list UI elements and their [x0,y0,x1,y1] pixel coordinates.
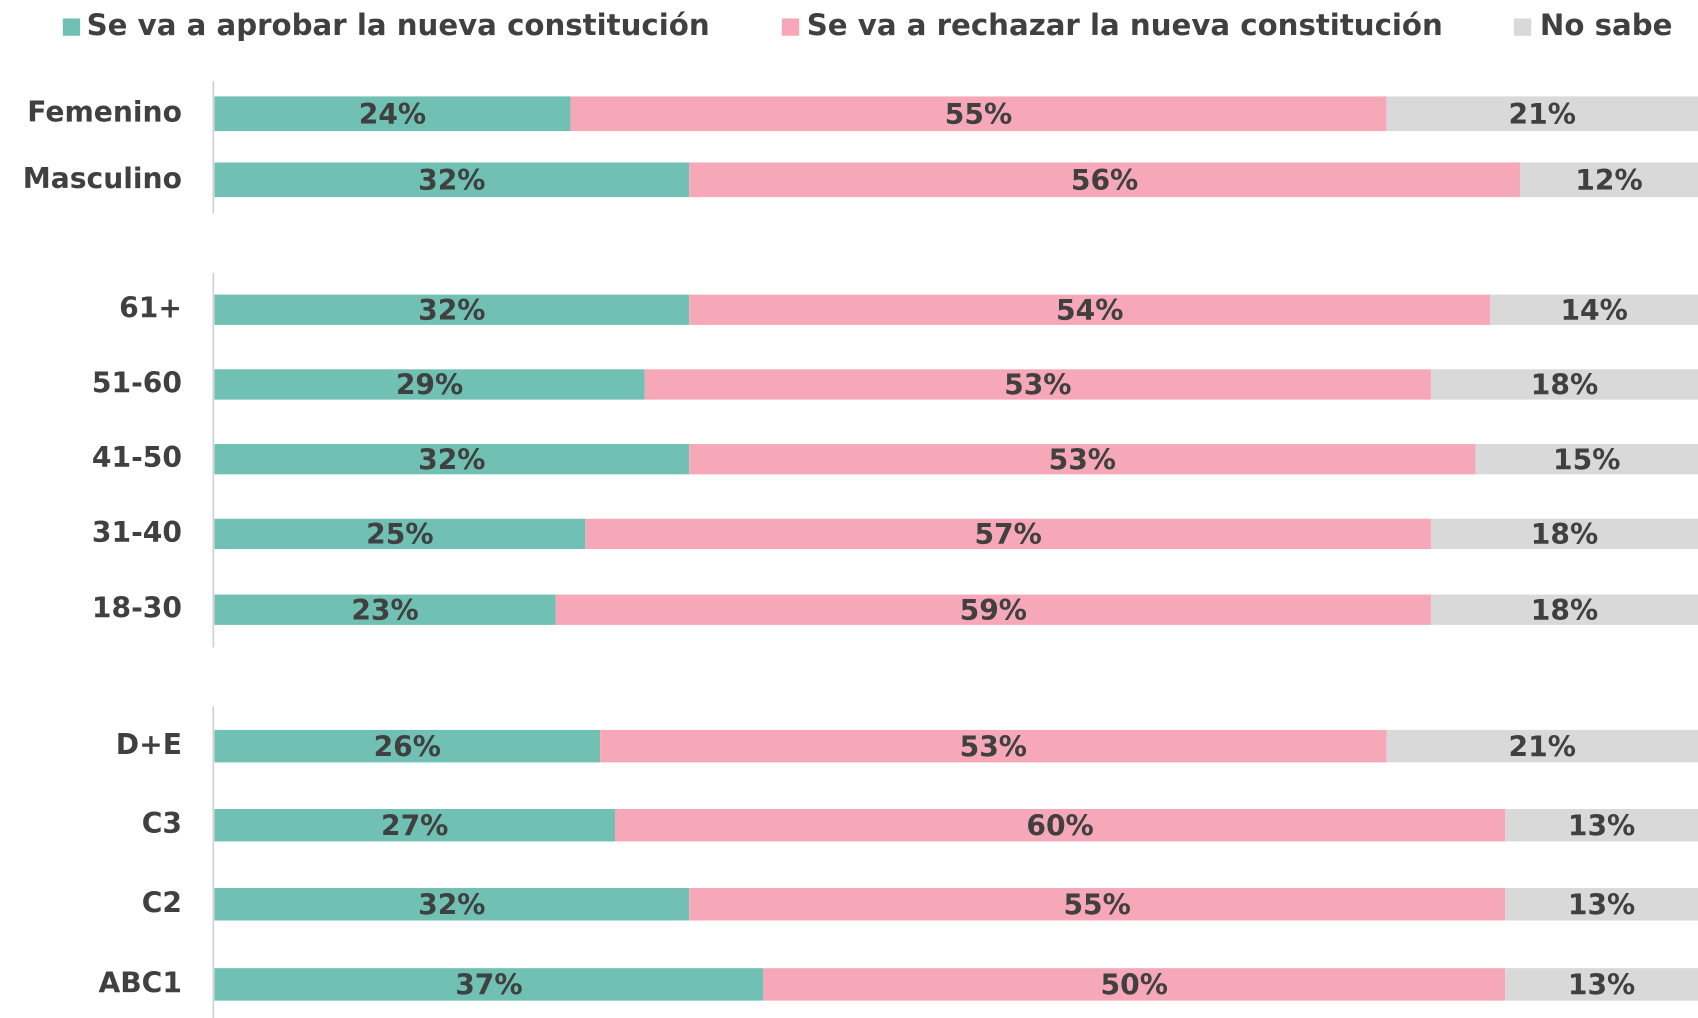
category-label: ABC1 [98,966,181,999]
bar-segment [689,294,1491,325]
bar-segment [1430,369,1698,400]
bar-segment [214,888,690,921]
value-label: 37% [455,969,522,1002]
category-label: C2 [142,886,182,919]
value-label: 18% [1531,369,1598,402]
legend-swatch [1513,18,1532,36]
bar-segment [600,729,1387,763]
legend-swatch [781,18,800,36]
value-label: 18% [1531,594,1598,627]
legend-label: Se va a aprobar la nueva constitución [87,8,710,42]
value-label: 50% [1101,969,1168,1002]
value-label: 57% [974,518,1041,551]
bar-segment [585,518,1431,550]
value-label: 13% [1568,809,1635,842]
bar-segment [1519,162,1698,198]
bar-segment [214,96,571,132]
bar-segment [689,162,1520,198]
value-label: 32% [418,443,485,476]
category-label: 51-60 [92,366,182,399]
bar-segment [1505,888,1698,921]
value-label: 32% [418,164,485,197]
value-label: 55% [1063,888,1130,921]
value-label: 54% [1056,294,1123,327]
bar-segment [1386,96,1698,132]
value-label: 21% [1509,98,1576,131]
value-label: 56% [1071,164,1138,197]
bar-segment [214,594,556,625]
category-label: 18-30 [92,592,182,625]
bar-segment [214,294,690,325]
value-label: 15% [1553,443,1620,476]
value-label: 21% [1509,730,1576,763]
category-label: C3 [142,807,182,840]
category-label: 31-40 [92,516,182,549]
value-label: 53% [960,730,1027,763]
value-label: 24% [359,98,426,131]
value-label: 18% [1531,518,1598,551]
bar-segment [1505,808,1698,842]
value-label: 12% [1575,164,1642,197]
bar-segment [644,369,1431,400]
bar-segment [1490,294,1698,325]
value-label: 23% [351,594,418,627]
bar-segment [689,888,1506,921]
category-label: 61+ [119,292,182,325]
legend-swatch [62,18,81,36]
value-label: 29% [396,369,463,402]
value-label: 32% [418,294,485,327]
value-label: 14% [1560,294,1627,327]
legend-label: No sabe [1540,8,1673,42]
value-label: 27% [381,809,448,842]
bar-segment [570,96,1387,132]
value-label: 13% [1568,888,1635,921]
legend-label: Se va a rechazar la nueva constitución [807,8,1443,42]
bar-segment [689,444,1476,475]
bar-segment [214,444,690,475]
bar-segment [1505,968,1698,1001]
value-label: 59% [960,594,1027,627]
value-label: 60% [1026,809,1093,842]
value-label: 55% [945,98,1012,131]
bar-segment [1430,594,1698,625]
bar-segment [214,518,586,550]
category-label: Femenino [27,96,182,129]
bar-segment [214,808,615,842]
bar-segment [763,968,1506,1001]
value-label: 26% [374,730,441,763]
bar-segment [214,369,645,400]
bar-segment [555,594,1431,625]
bar-segment [1386,729,1698,763]
value-label: 53% [1004,369,1071,402]
bar-segment [1430,518,1698,550]
bar-segment [614,808,1506,842]
category-label: D+E [116,728,182,761]
value-label: 13% [1568,969,1635,1002]
value-label: 32% [418,888,485,921]
category-label: Masculino [23,162,182,195]
value-label: 25% [366,518,433,551]
bar-segment [1475,444,1698,475]
bar-segment [214,162,690,198]
category-label: 41-50 [92,441,182,474]
value-label: 53% [1049,443,1116,476]
bar-segment [214,968,764,1001]
bar-segment [214,729,601,763]
